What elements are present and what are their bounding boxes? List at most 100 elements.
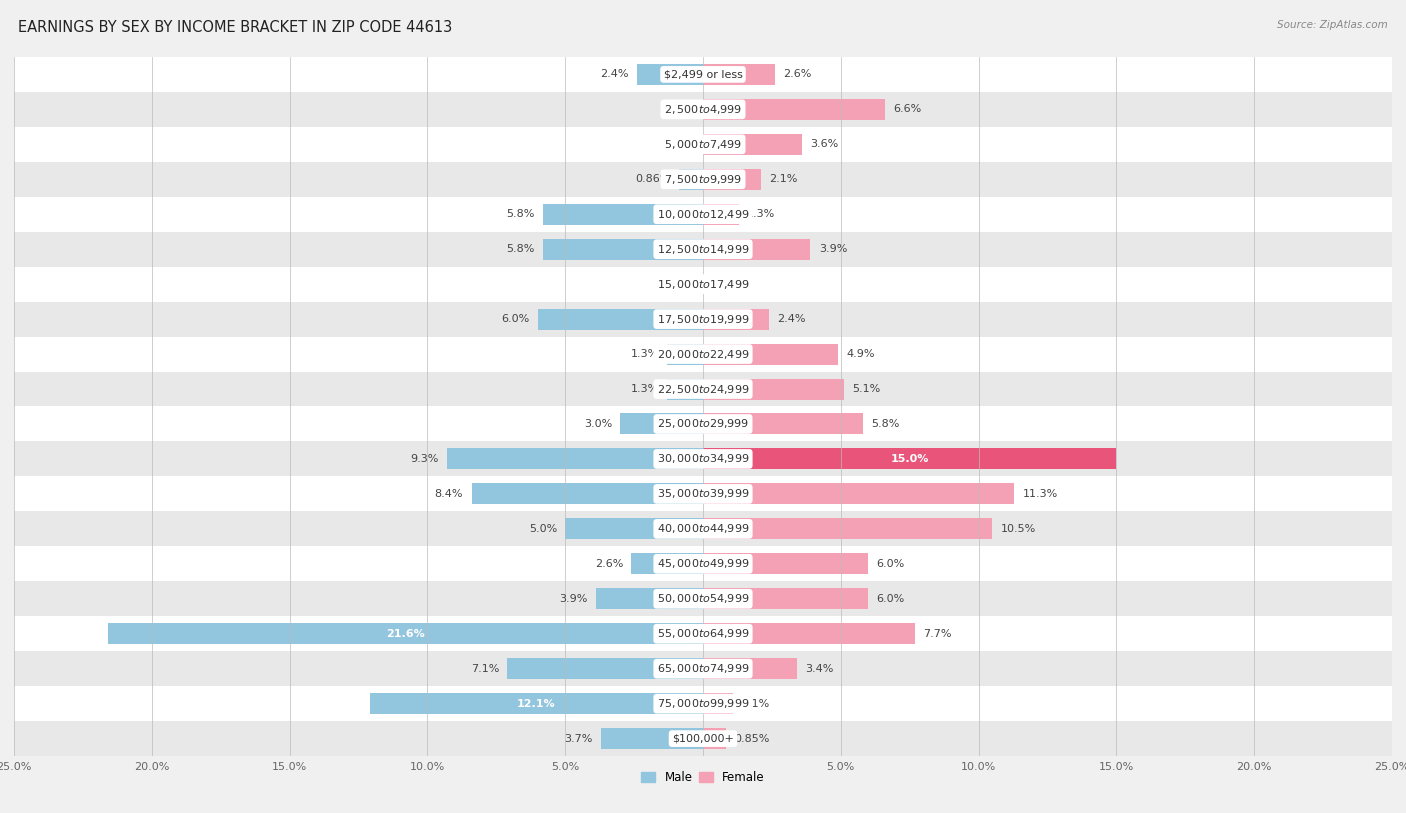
Text: $65,000 to $74,999: $65,000 to $74,999 [657, 663, 749, 675]
Text: $20,000 to $22,499: $20,000 to $22,499 [657, 348, 749, 360]
Text: 2.4%: 2.4% [600, 69, 628, 80]
Bar [14, 441, 1392, 476]
Text: 3.9%: 3.9% [558, 593, 588, 604]
Bar [703, 379, 844, 399]
Text: 3.7%: 3.7% [564, 733, 593, 744]
Text: $25,000 to $29,999: $25,000 to $29,999 [657, 418, 749, 430]
Bar [703, 239, 810, 259]
Text: $12,500 to $14,999: $12,500 to $14,999 [657, 243, 749, 255]
Text: 5.8%: 5.8% [506, 244, 534, 254]
Text: 4.9%: 4.9% [846, 349, 875, 359]
Bar [14, 581, 1392, 616]
Text: $22,500 to $24,999: $22,500 to $24,999 [657, 383, 749, 395]
Bar [668, 344, 703, 364]
Bar [703, 309, 769, 329]
Bar [14, 651, 1392, 686]
Text: 7.7%: 7.7% [924, 628, 952, 639]
Bar [703, 554, 869, 574]
Bar [703, 449, 1116, 469]
Text: 5.1%: 5.1% [852, 384, 880, 394]
Bar [703, 134, 803, 154]
Bar [370, 693, 703, 714]
Text: 0.0%: 0.0% [666, 104, 695, 115]
Text: 1.3%: 1.3% [631, 384, 659, 394]
Bar [14, 406, 1392, 441]
Text: $40,000 to $44,999: $40,000 to $44,999 [657, 523, 749, 535]
Text: 5.8%: 5.8% [872, 419, 900, 429]
Text: $30,000 to $34,999: $30,000 to $34,999 [657, 453, 749, 465]
Text: 15.0%: 15.0% [890, 454, 929, 464]
Text: 8.4%: 8.4% [434, 489, 463, 499]
Bar [703, 344, 838, 364]
Bar [543, 239, 703, 259]
Text: 0.86%: 0.86% [636, 174, 671, 185]
Text: 6.6%: 6.6% [893, 104, 921, 115]
Bar [703, 64, 775, 85]
Text: 2.4%: 2.4% [778, 314, 806, 324]
Bar [537, 309, 703, 329]
Text: $2,499 or less: $2,499 or less [664, 69, 742, 80]
Text: 6.0%: 6.0% [876, 593, 905, 604]
Bar [620, 414, 703, 434]
Bar [703, 414, 863, 434]
Bar [14, 686, 1392, 721]
Text: $10,000 to $12,499: $10,000 to $12,499 [657, 208, 749, 220]
Text: 7.1%: 7.1% [471, 663, 499, 674]
Text: 6.0%: 6.0% [501, 314, 530, 324]
Bar [14, 57, 1392, 92]
Bar [703, 169, 761, 189]
Text: 12.1%: 12.1% [517, 698, 555, 709]
Bar [108, 624, 703, 644]
Text: 10.5%: 10.5% [1001, 524, 1036, 534]
Bar [14, 616, 1392, 651]
Bar [14, 127, 1392, 162]
Text: $50,000 to $54,999: $50,000 to $54,999 [657, 593, 749, 605]
Bar [679, 169, 703, 189]
Text: $100,000+: $100,000+ [672, 733, 734, 744]
Bar [14, 337, 1392, 372]
Text: 6.0%: 6.0% [876, 559, 905, 569]
Text: 3.6%: 3.6% [810, 139, 839, 150]
Bar [703, 624, 915, 644]
Text: 1.1%: 1.1% [741, 698, 770, 709]
Text: Source: ZipAtlas.com: Source: ZipAtlas.com [1277, 20, 1388, 30]
Text: 3.0%: 3.0% [583, 419, 612, 429]
Text: 2.6%: 2.6% [595, 559, 623, 569]
Text: $55,000 to $64,999: $55,000 to $64,999 [657, 628, 749, 640]
Bar [14, 302, 1392, 337]
Text: $2,500 to $4,999: $2,500 to $4,999 [664, 103, 742, 115]
Bar [508, 659, 703, 679]
Bar [703, 484, 1014, 504]
Bar [600, 728, 703, 749]
Bar [14, 197, 1392, 232]
Text: 3.9%: 3.9% [818, 244, 848, 254]
Bar [596, 589, 703, 609]
Text: $75,000 to $99,999: $75,000 to $99,999 [657, 698, 749, 710]
Text: 21.6%: 21.6% [387, 628, 425, 639]
Bar [703, 728, 727, 749]
Bar [668, 379, 703, 399]
Text: $15,000 to $17,499: $15,000 to $17,499 [657, 278, 749, 290]
Bar [14, 267, 1392, 302]
Bar [14, 372, 1392, 406]
Text: 1.3%: 1.3% [631, 349, 659, 359]
Text: 9.3%: 9.3% [411, 454, 439, 464]
Text: 0.0%: 0.0% [711, 279, 740, 289]
Bar [14, 476, 1392, 511]
Text: 5.0%: 5.0% [529, 524, 557, 534]
Bar [703, 204, 738, 224]
Legend: Male, Female: Male, Female [637, 766, 769, 789]
Text: $35,000 to $39,999: $35,000 to $39,999 [657, 488, 749, 500]
Bar [703, 693, 734, 714]
Text: 5.8%: 5.8% [506, 209, 534, 220]
Text: 2.6%: 2.6% [783, 69, 811, 80]
Bar [703, 99, 884, 120]
Bar [14, 511, 1392, 546]
Bar [703, 659, 797, 679]
Bar [14, 232, 1392, 267]
Text: $7,500 to $9,999: $7,500 to $9,999 [664, 173, 742, 185]
Text: $5,000 to $7,499: $5,000 to $7,499 [664, 138, 742, 150]
Bar [637, 64, 703, 85]
Text: 0.0%: 0.0% [666, 279, 695, 289]
Bar [471, 484, 703, 504]
